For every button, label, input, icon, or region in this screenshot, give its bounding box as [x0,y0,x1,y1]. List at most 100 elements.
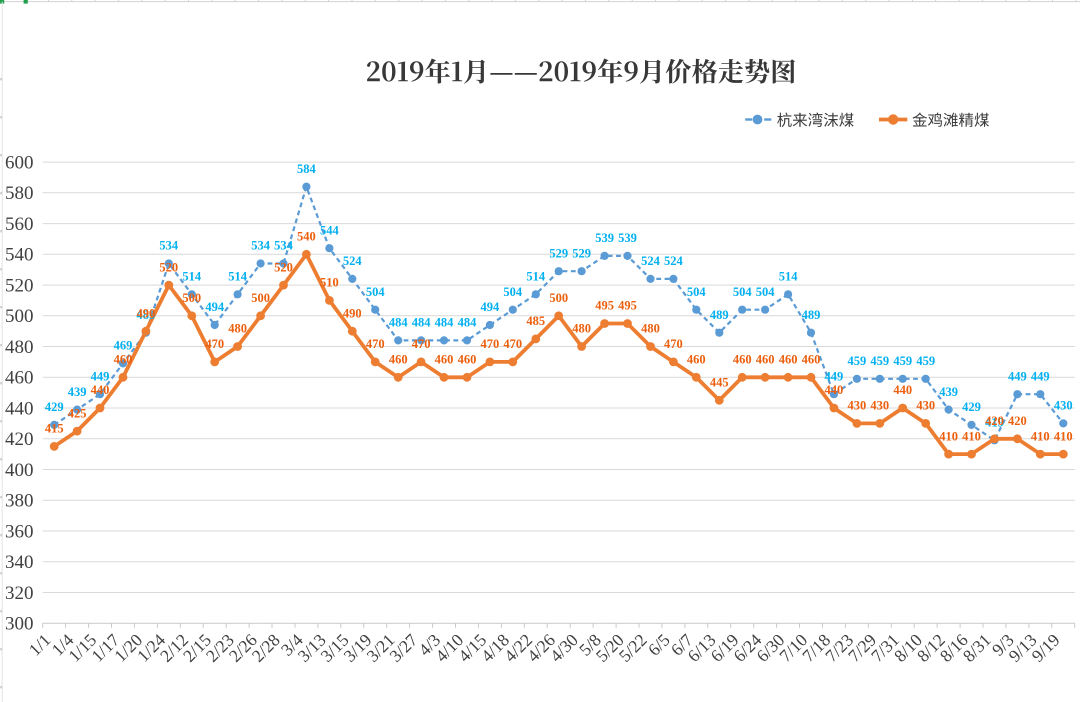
data-point-marker[interactable] [1036,390,1045,399]
data-label[interactable]: 470 [412,337,431,351]
data-point-marker[interactable] [806,372,816,382]
data-point-marker[interactable] [1059,419,1068,428]
data-label[interactable]: 440 [893,383,912,397]
data-label[interactable]: 489 [710,308,729,322]
data-point-marker[interactable] [760,372,770,382]
data-label[interactable]: 480 [228,322,247,336]
data-point-marker[interactable] [737,372,747,382]
data-point-marker[interactable] [347,326,357,336]
data-point-marker[interactable] [210,320,219,330]
data-label[interactable]: 419 [985,416,1004,430]
data-point-marker[interactable] [761,305,770,314]
chart-title[interactable]: 2019年1月——2019年9月价格走势图 [364,49,802,93]
data-label[interactable]: 520 [159,260,178,274]
data-point-marker[interactable] [714,395,724,405]
data-label[interactable]: 514 [779,270,799,284]
data-point-marker[interactable] [417,336,426,345]
data-label[interactable]: 410 [1054,429,1073,443]
data-point-marker[interactable] [439,336,449,345]
data-point-marker[interactable] [1058,449,1068,459]
data-label[interactable]: 490 [137,306,156,320]
data-point-marker[interactable] [279,280,288,290]
data-label[interactable]: 494 [481,300,501,314]
data-point-marker[interactable] [95,390,105,399]
data-point-marker[interactable] [118,372,128,382]
data-point-marker[interactable] [256,259,265,268]
data-point-marker[interactable] [829,390,839,399]
data-point-marker[interactable] [990,434,999,444]
data-label[interactable]: 480 [572,322,591,336]
data-label[interactable]: 544 [320,223,340,237]
data-point-marker[interactable] [623,251,632,260]
data-point-marker[interactable] [944,405,953,414]
data-point-marker[interactable] [164,280,174,290]
data-label[interactable]: 520 [274,260,293,274]
data-point-marker[interactable] [95,403,105,413]
data-point-marker[interactable] [600,251,609,260]
data-point-marker[interactable] [554,311,564,321]
data-point-marker[interactable] [325,244,334,253]
data-label[interactable]: 470 [205,337,224,351]
data-label[interactable]: 429 [962,400,981,414]
data-label[interactable]: 439 [68,385,87,399]
data-label[interactable]: 484 [435,316,455,330]
data-label[interactable]: 410 [1031,429,1050,443]
data-point-marker[interactable] [600,319,609,328]
data-point-marker[interactable] [577,267,586,276]
data-label[interactable]: 500 [549,291,568,305]
data-label[interactable]: 500 [251,291,270,305]
data-point-marker[interactable] [944,449,953,459]
data-label[interactable]: 410 [962,429,981,443]
data-point-marker[interactable] [302,249,311,259]
data-label[interactable]: 489 [137,308,156,322]
legend-item-series1[interactable] [745,112,854,128]
data-point-marker[interactable] [967,420,976,429]
data-label[interactable]: 440 [825,383,844,397]
data-label[interactable]: 430 [1054,399,1073,413]
data-label[interactable]: 484 [458,316,478,330]
data-label[interactable]: 460 [779,353,798,367]
data-label[interactable]: 470 [366,337,385,351]
data-point-marker[interactable] [325,296,334,305]
data-label[interactable]: 425 [68,406,87,420]
data-label[interactable]: 430 [848,399,867,413]
data-label[interactable]: 539 [595,231,614,245]
data-point-marker[interactable] [577,342,586,351]
data-point-marker[interactable] [370,357,380,367]
data-point-marker[interactable] [692,305,701,314]
data-label[interactable]: 524 [664,254,684,268]
data-point-marker[interactable] [508,357,518,367]
data-point-marker[interactable] [898,403,908,413]
data-label[interactable]: 504 [733,285,753,299]
data-label[interactable]: 420 [1008,414,1027,428]
data-point-marker[interactable] [669,357,678,367]
data-point-marker[interactable] [348,274,357,283]
data-point-marker[interactable] [49,442,59,451]
data-label[interactable]: 459 [870,354,889,368]
data-point-marker[interactable] [783,372,793,382]
data-label[interactable]: 429 [45,400,64,414]
data-point-marker[interactable] [554,267,563,276]
data-label[interactable]: 500 [182,291,201,305]
data-point-marker[interactable] [852,374,862,383]
data-point-marker[interactable] [898,374,907,383]
data-point-marker[interactable] [921,419,931,428]
data-label[interactable]: 584 [297,162,317,176]
data-point-marker[interactable] [302,182,311,191]
data-label[interactable]: 529 [549,246,568,260]
data-label[interactable]: 449 [1008,369,1027,383]
data-label[interactable]: 420 [985,414,1004,428]
data-label[interactable]: 430 [916,399,935,413]
data-label[interactable]: 449 [825,369,844,383]
data-point-marker[interactable] [875,419,885,428]
data-point-marker[interactable] [164,259,173,268]
data-label[interactable]: 514 [182,270,202,284]
data-label[interactable]: 514 [526,270,546,284]
data-label[interactable]: 534 [274,239,294,253]
data-label[interactable]: 514 [228,270,248,284]
data-label[interactable]: 460 [802,353,821,367]
data-label[interactable]: 460 [389,353,408,367]
data-point-marker[interactable] [210,357,220,367]
data-point-marker[interactable] [233,290,242,299]
